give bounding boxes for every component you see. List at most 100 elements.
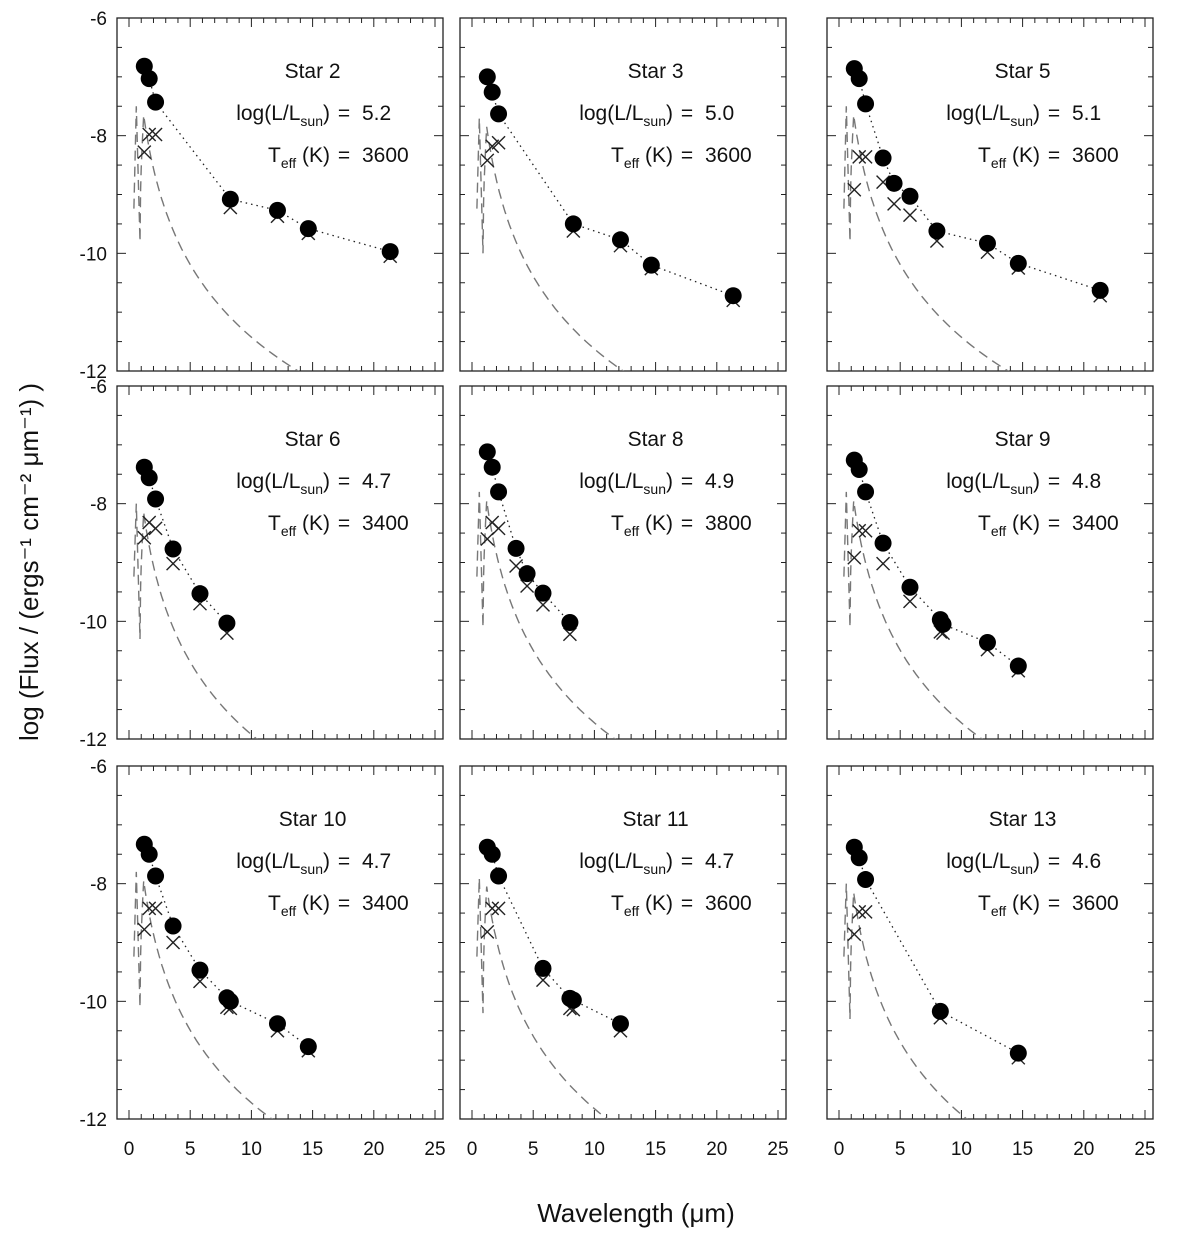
panel-frame (826, 385, 1154, 740)
equals-sign: = (1048, 892, 1060, 915)
dereddened-point (148, 901, 163, 916)
dereddened-point (142, 127, 157, 142)
panel-star-8: Star 8 log(L/Lsun) = 4.9 Teff (K) = 3800 (459, 385, 787, 740)
temperature-value: 3400 (362, 512, 409, 535)
observed-point (978, 634, 996, 652)
dereddened-point (166, 556, 181, 571)
luminosity-label: log(L/Lsun) (946, 850, 1040, 877)
temperature-label: Teff (K) (268, 144, 330, 171)
x-tick-label: 15 (1012, 1139, 1033, 1160)
observed-point (140, 845, 158, 863)
equals-sign: = (338, 144, 350, 167)
observed-point (191, 585, 209, 603)
x-tick-label: 25 (767, 1139, 788, 1160)
equals-sign: = (681, 144, 693, 167)
observed-point (507, 539, 525, 557)
luminosity-label: log(L/Lsun) (579, 470, 673, 497)
equals-sign: = (1048, 102, 1060, 125)
dereddened-point (858, 904, 873, 919)
dereddened-point (902, 594, 917, 609)
x-tick-label: 15 (645, 1139, 666, 1160)
panel-title: Star 8 (628, 428, 684, 451)
panel-frame (826, 17, 1154, 372)
equals-sign: = (1048, 470, 1060, 493)
observed-point (164, 917, 182, 935)
model-sed-curve (476, 877, 609, 1119)
luminosity-label: log(L/Lsun) (579, 102, 673, 129)
x-tick-label: 20 (706, 1139, 727, 1160)
y-axis-title: log (Flux / (ergs⁻¹ cm⁻² μm⁻¹) ) (14, 383, 44, 741)
observed-point (611, 231, 629, 249)
x-tick-label: 5 (528, 1139, 539, 1160)
x-axis-title: Wavelength (μm) (537, 1198, 735, 1228)
observed-point (140, 469, 158, 487)
y-tick-label: -8 (90, 495, 107, 516)
x-tick-label: 20 (363, 1139, 384, 1160)
equals-sign: = (338, 892, 350, 915)
dereddened-point (852, 149, 867, 164)
temperature-value: 3600 (362, 144, 409, 167)
observed-point (490, 483, 508, 501)
y-tick-label: -8 (90, 127, 107, 148)
y-tick-label: -12 (80, 1110, 107, 1131)
equals-sign: = (681, 102, 693, 125)
panel-frame (459, 385, 787, 740)
observed-point (611, 1015, 629, 1033)
x-tick-label: 15 (302, 1139, 323, 1160)
equals-sign: = (338, 512, 350, 535)
panel-star-9: Star 9 log(L/Lsun) = 4.8 Teff (K) = 3400 (826, 385, 1154, 740)
x-tick-label: 20 (1073, 1139, 1094, 1160)
observed-point (483, 845, 501, 863)
luminosity-value: 4.7 (705, 850, 734, 873)
dereddened-point (535, 973, 550, 988)
observed-point (934, 615, 952, 633)
luminosity-value: 5.1 (1072, 102, 1101, 125)
y-tick-label: -10 (80, 612, 107, 633)
observed-connector-line (853, 459, 1019, 667)
equals-sign: = (1048, 512, 1060, 535)
x-tick-label: 0 (124, 1139, 135, 1160)
model-sed-curve (843, 491, 983, 739)
observed-point (534, 584, 552, 602)
dereddened-point (535, 597, 550, 612)
panel-star-10: -6 -8 -10 -12 0 5 10 15 20 25 Star 10 log(L/Lsun) = 4… (80, 757, 446, 1160)
dereddened-point (852, 523, 867, 538)
observed-point (268, 1015, 286, 1033)
luminosity-label: log(L/Lsun) (236, 470, 330, 497)
dereddened-point (491, 901, 506, 916)
observed-point (874, 534, 892, 552)
observed-point (857, 871, 875, 889)
observed-point (299, 220, 317, 238)
luminosity-label: log(L/Lsun) (946, 102, 1040, 129)
observed-point (299, 1038, 317, 1056)
model-sed-curve (133, 106, 300, 371)
temperature-label: Teff (K) (611, 144, 673, 171)
observed-point (901, 187, 919, 205)
observed-point (140, 70, 158, 88)
model-sed-curve (476, 117, 625, 371)
x-tick-label: 5 (895, 1139, 906, 1160)
observed-point (561, 614, 579, 632)
observed-connector-line (143, 843, 309, 1048)
equals-sign: = (681, 470, 693, 493)
equals-sign: = (681, 512, 693, 535)
temperature-value: 3600 (705, 144, 752, 167)
observed-point (850, 70, 868, 88)
temperature-label: Teff (K) (978, 892, 1040, 919)
dereddened-point (137, 922, 152, 937)
x-tick-label: 10 (241, 1139, 262, 1160)
panel-title: Star 9 (995, 428, 1051, 451)
equals-sign: = (1048, 850, 1060, 873)
panel-title: Star 11 (623, 808, 689, 831)
dereddened-point (852, 904, 867, 919)
observed-point (147, 867, 165, 885)
temperature-value: 3600 (1072, 144, 1119, 167)
equals-sign: = (338, 470, 350, 493)
temperature-label: Teff (K) (268, 512, 330, 539)
dereddened-point (166, 935, 181, 950)
dereddened-point (148, 127, 163, 142)
panel-title: Star 13 (989, 808, 1057, 831)
x-tick-label: 5 (185, 1139, 196, 1160)
panel-frame (116, 17, 444, 372)
